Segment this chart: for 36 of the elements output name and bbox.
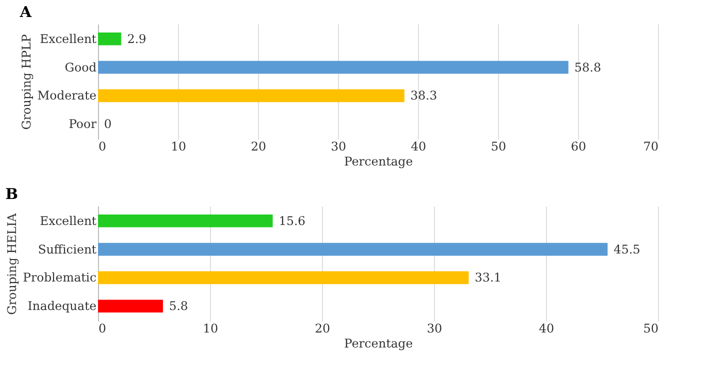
x-tick-label: 10 — [202, 322, 218, 336]
x-axis-title: Percentage — [344, 336, 413, 350]
data-label: 58.8 — [574, 60, 602, 74]
x-tick-label: 10 — [170, 140, 186, 154]
y-tick-label: Inadequate — [28, 299, 96, 314]
y-tick-label: Good — [64, 60, 97, 74]
y-tick-label: Moderate — [37, 88, 96, 103]
x-tick-label: 30 — [426, 322, 442, 336]
x-tick-label: 60 — [570, 140, 586, 154]
y-tick-label: Excellent — [40, 214, 97, 228]
x-tick-label: 70 — [643, 140, 658, 154]
data-label: 0 — [104, 117, 112, 132]
x-tick-label: 40 — [538, 322, 554, 336]
x-tick-label: 50 — [643, 322, 658, 336]
y-tick-label: Problematic — [22, 270, 97, 285]
x-tick-label: 0 — [98, 322, 106, 336]
y-tick-label: Excellent — [40, 32, 97, 46]
chart-title: A — [18, 3, 32, 21]
y-tick-label: Sufficient — [38, 242, 97, 256]
chart-title: B — [5, 185, 18, 203]
x-tick-label: 30 — [330, 140, 346, 154]
x-tick-label: 0 — [98, 140, 106, 154]
data-label: 2.9 — [127, 32, 146, 46]
data-label: 5.8 — [168, 299, 188, 314]
x-tick-label: 20 — [314, 322, 330, 336]
data-label: 45.5 — [614, 242, 640, 256]
y-axis-title: Grouping HPLP — [19, 34, 34, 130]
x-tick-label: 40 — [410, 140, 426, 154]
data-label: 33.1 — [474, 270, 502, 285]
x-tick-label: 20 — [250, 140, 266, 154]
y-tick-label: Poor — [68, 117, 97, 132]
data-label: 15.6 — [278, 214, 306, 228]
x-tick-label: 50 — [490, 140, 506, 154]
x-axis-title: Percentage — [344, 154, 413, 168]
y-axis-title: Grouping HELIA — [4, 212, 19, 315]
data-label: 38.3 — [410, 88, 438, 103]
